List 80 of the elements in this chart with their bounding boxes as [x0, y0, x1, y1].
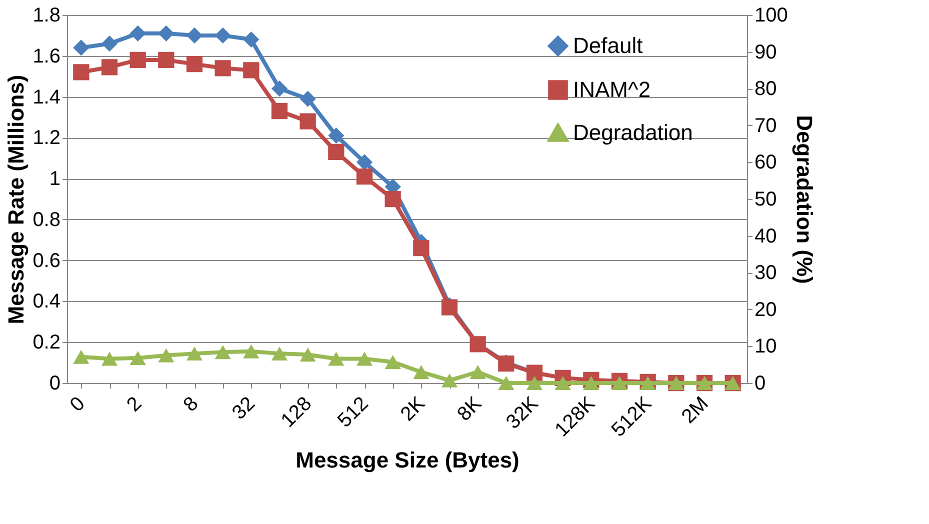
- y2-tick-label: 10: [754, 336, 777, 358]
- point: [214, 27, 231, 44]
- point: [356, 154, 373, 170]
- y-tick-label: 0.2: [32, 332, 60, 354]
- y2-tick-label: 30: [754, 262, 777, 284]
- y2-tick-label: 40: [754, 225, 777, 248]
- point: [413, 364, 430, 379]
- point: [73, 64, 90, 80]
- x-tick-label: 2: [122, 392, 146, 416]
- x-tick-label: 2K: [396, 392, 430, 426]
- point: [186, 346, 203, 361]
- point: [243, 344, 260, 358]
- point: [271, 346, 288, 361]
- y-tick-label: 0.8: [32, 208, 60, 231]
- y2-axis-title: Degradation (%): [792, 115, 817, 284]
- point: [158, 348, 174, 362]
- x-axis-title: Message Size (Bytes): [296, 448, 520, 473]
- x-tick-label: 32K: [502, 392, 544, 434]
- x-tick-label: 2M: [678, 392, 713, 428]
- point: [526, 376, 543, 390]
- point: [583, 376, 600, 390]
- y-axis-title: Message Rate (Millions): [4, 74, 29, 324]
- point: [130, 52, 146, 68]
- y2-tick-label: 90: [754, 41, 777, 64]
- point: [101, 352, 118, 366]
- point: [554, 376, 571, 390]
- point: [271, 80, 288, 97]
- y-tick-label: 1.4: [32, 86, 60, 108]
- x-tick-label: 128: [276, 392, 316, 432]
- x-tick-label: 512: [334, 392, 373, 432]
- point: [384, 190, 401, 208]
- point: [73, 350, 90, 364]
- legend-label: Default: [573, 33, 643, 58]
- point: [384, 355, 401, 370]
- x-tick-label: 8: [179, 392, 203, 416]
- point: [356, 352, 373, 366]
- y2-tick-label: 0: [754, 372, 766, 394]
- point: [158, 52, 174, 68]
- y-tick-label: 1.6: [32, 45, 60, 68]
- y2-tick-label: 50: [754, 188, 777, 210]
- point: [328, 144, 344, 160]
- point: [214, 60, 231, 76]
- y2-tick-label: 60: [754, 152, 777, 174]
- legend-label: INAM^2: [573, 77, 651, 102]
- point: [300, 348, 316, 362]
- point: [441, 373, 458, 388]
- y-tick-label: 0.4: [32, 290, 60, 313]
- point: [186, 56, 203, 72]
- point: [300, 113, 316, 130]
- y-tick-label: 0: [49, 372, 60, 394]
- point: [300, 90, 316, 107]
- point: [158, 25, 174, 42]
- point: [73, 40, 90, 56]
- x-tick-label: 8K: [453, 392, 487, 426]
- y-tick-label: 1: [49, 168, 60, 190]
- y2-tick-label: 20: [754, 298, 777, 321]
- point: [498, 376, 514, 390]
- point: [214, 345, 231, 360]
- point: [243, 31, 260, 48]
- point: [243, 62, 260, 78]
- y-tick-label: 0.6: [32, 250, 60, 272]
- point: [130, 25, 146, 42]
- point: [470, 364, 486, 379]
- point: [611, 376, 628, 390]
- y2-tick-label: 100: [754, 4, 788, 26]
- y2-tick-label: 80: [754, 78, 777, 100]
- x-tick-label: 0: [66, 392, 90, 416]
- x-tick-label: 32: [228, 392, 260, 424]
- y2-tick-label: 70: [754, 114, 777, 137]
- y-tick-label: 1.2: [32, 127, 60, 150]
- point: [130, 350, 146, 365]
- point: [328, 128, 344, 144]
- point: [101, 59, 118, 76]
- point: [356, 168, 373, 185]
- point: [328, 352, 344, 366]
- y-tick-label: 1.8: [32, 4, 60, 26]
- point: [271, 103, 288, 120]
- point: [101, 36, 118, 52]
- point: [413, 240, 430, 256]
- legend-label: Degradation: [573, 120, 693, 145]
